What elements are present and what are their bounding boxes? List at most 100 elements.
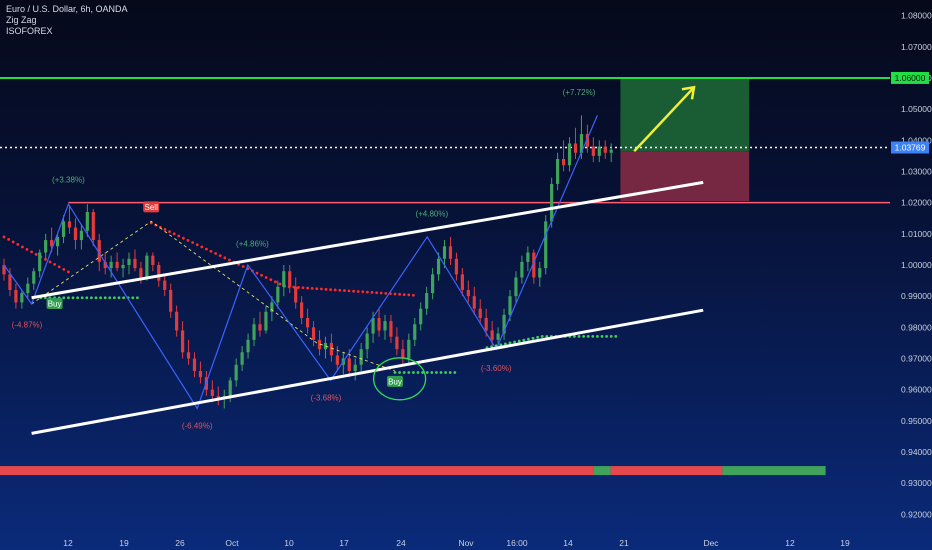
zigzag-pct-label: (-3.60%) <box>481 364 512 373</box>
zigzag-pct-label: (+4.80%) <box>415 210 448 219</box>
sar-dot <box>412 371 415 374</box>
y-tick-label: 1.04000 <box>901 135 932 145</box>
candle-body <box>389 321 393 337</box>
sar-dot <box>136 296 139 300</box>
sar-dot <box>540 334 544 338</box>
candle-body <box>561 159 566 166</box>
buy-highlight-circle <box>372 357 427 401</box>
sar-dot <box>99 296 102 300</box>
sar-dot <box>30 250 33 254</box>
sar-dot <box>62 267 66 271</box>
candle-body <box>50 240 54 247</box>
candles[interactable] <box>2 115 613 409</box>
time-axis[interactable]: 12 19 26 Oct 10 17 24 Nov 16:00 14 21 Dec 12 19 <box>63 538 850 548</box>
candle-body <box>103 261 107 269</box>
dashed-zigzag <box>31 220 396 372</box>
candle-body <box>2 265 6 275</box>
sar-dot <box>306 286 309 290</box>
sar-dot <box>48 260 52 264</box>
candle-body <box>579 134 584 153</box>
candle-body <box>544 221 548 269</box>
candle-body <box>556 159 560 184</box>
candle-body <box>8 274 12 290</box>
sar-dot <box>301 286 305 290</box>
y-tick-label: 1.02000 <box>901 198 932 208</box>
sar-dot <box>163 228 167 231</box>
sar-dot <box>347 289 351 293</box>
candle-body <box>466 289 470 297</box>
candle-body <box>38 252 42 272</box>
sar-dot <box>402 293 406 297</box>
price-axis[interactable]: 1.08000 1.07000 1.06000 1.05000 1.04000 1.030… <box>891 11 932 520</box>
x-tick-label: 17 <box>339 538 349 548</box>
current-price-tag <box>891 141 929 154</box>
zigzag-layer <box>3 115 598 410</box>
candle-body <box>585 134 589 147</box>
zigzag-line <box>3 115 598 410</box>
sar-dot <box>329 288 332 292</box>
sar-dot <box>297 286 300 289</box>
target-price-tag <box>891 71 929 84</box>
sar-dot <box>21 245 24 249</box>
sar-dot <box>209 249 213 253</box>
candle-body <box>526 252 530 262</box>
candle-body <box>484 318 488 331</box>
candle-body <box>425 293 429 309</box>
candle-body <box>448 246 453 259</box>
sar-dot <box>108 296 112 300</box>
y-tick-label: 0.95000 <box>901 416 932 426</box>
candle-body <box>121 265 125 269</box>
candle-body <box>532 252 536 278</box>
sar-dot <box>2 235 6 239</box>
x-tick-label: 12 <box>63 538 73 548</box>
candle-body <box>413 324 417 340</box>
x-tick-label: Oct <box>225 538 239 548</box>
sar-dot <box>62 296 66 300</box>
sar-dot <box>85 296 89 300</box>
candle-body <box>395 336 399 350</box>
trend-lines[interactable] <box>31 85 704 435</box>
candle-body <box>91 212 95 241</box>
target-arrow <box>633 86 695 153</box>
y-tick-label: 0.99000 <box>901 291 932 301</box>
sar-dot <box>573 334 576 338</box>
candle-body <box>186 352 191 359</box>
sar-dot <box>591 334 595 338</box>
x-tick-label: 12 <box>785 538 795 548</box>
sar-dot <box>614 334 618 338</box>
zigzag-pct-label: (-6.49%) <box>182 422 213 431</box>
sar-dot <box>168 230 172 234</box>
candle-body <box>55 236 60 247</box>
target-arrow-head <box>681 85 696 100</box>
sar-dot <box>582 334 585 338</box>
sar-dot <box>25 248 29 251</box>
signal-tags: Buy Sell Buy <box>46 201 427 401</box>
sar-dot <box>398 371 401 374</box>
sar-dot <box>191 241 195 244</box>
target-zone <box>620 77 750 152</box>
sar-dot <box>76 296 79 300</box>
sar-dot <box>531 336 535 340</box>
candle-body <box>97 240 101 262</box>
candle-body <box>20 293 24 303</box>
sar-dot <box>11 240 15 244</box>
y-tick-label: 0.92000 <box>901 509 932 519</box>
sar-dot <box>195 243 199 247</box>
candle-body <box>317 339 322 350</box>
candle-body <box>216 395 220 400</box>
sar-dot <box>407 293 411 297</box>
x-tick-label: Nov <box>458 538 474 548</box>
candle-body <box>496 333 500 340</box>
x-tick-label: 26 <box>175 538 185 548</box>
lower-trend-line <box>31 308 704 435</box>
sar-dot <box>333 288 337 292</box>
candle-body <box>258 324 262 331</box>
x-tick-label: Dec <box>703 538 719 548</box>
candle-body <box>407 339 411 359</box>
sar-dot <box>214 252 218 255</box>
candle-body <box>401 349 405 359</box>
y-tick-label: 1.07000 <box>901 42 932 52</box>
sar-dot <box>600 334 604 338</box>
candle-body <box>419 308 423 325</box>
